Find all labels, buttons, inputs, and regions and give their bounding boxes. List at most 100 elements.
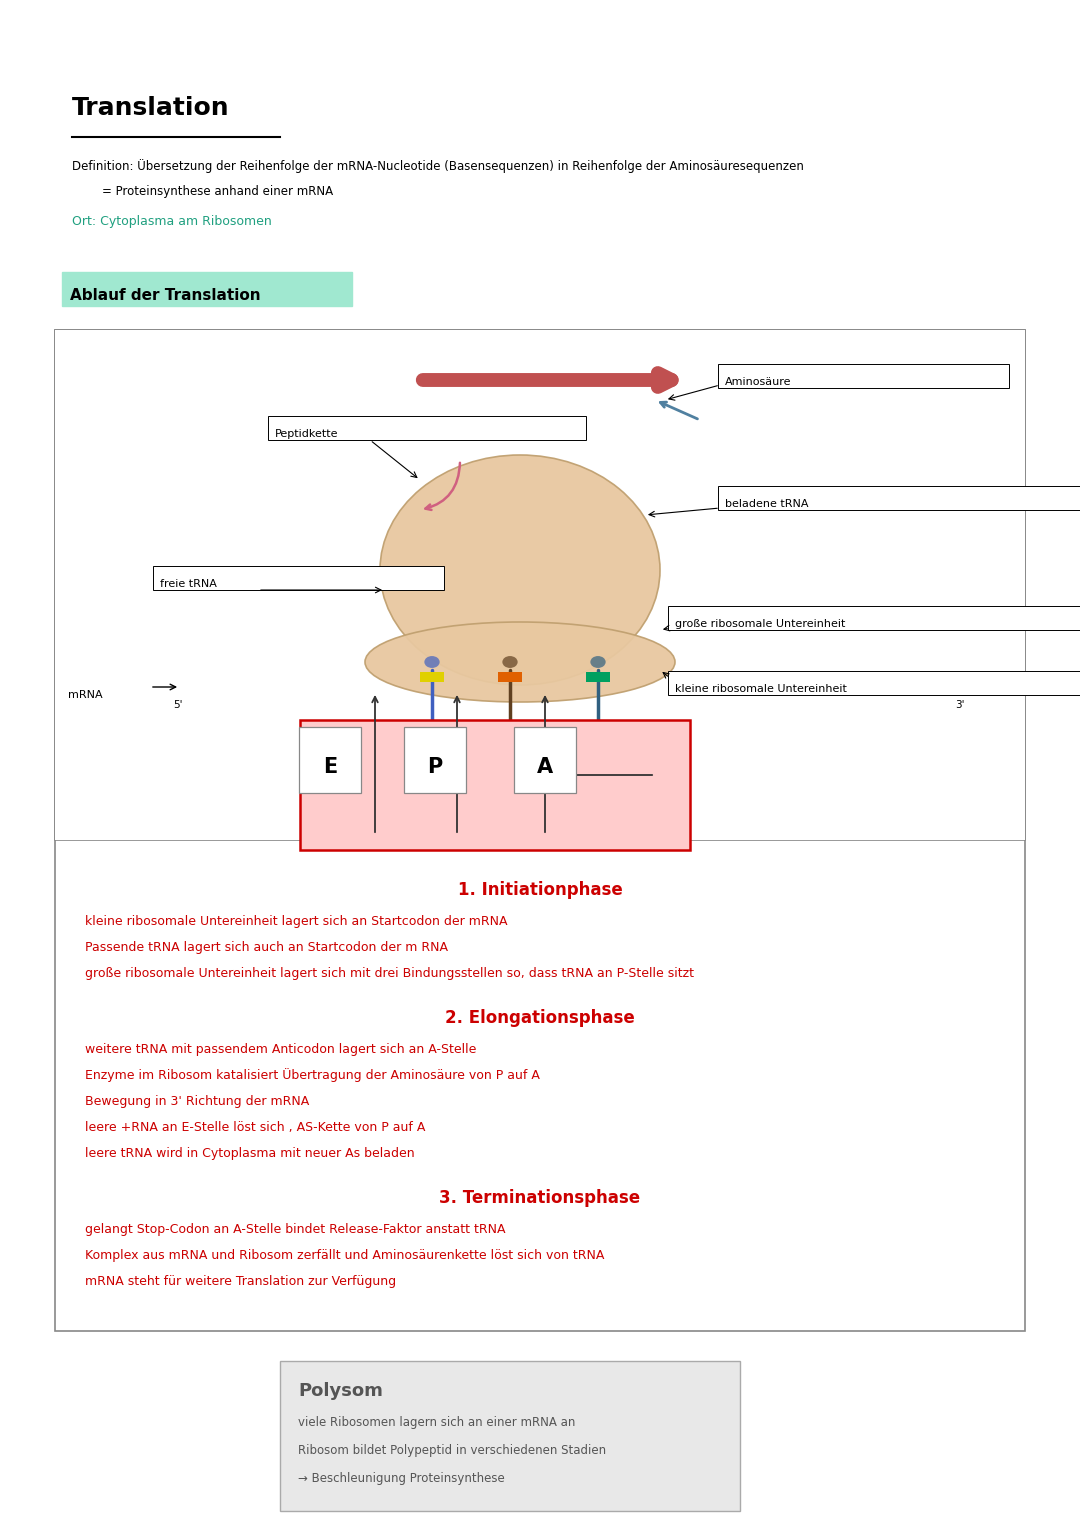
Bar (953, 670, 961, 690)
Bar (543, 670, 551, 690)
Bar (762, 670, 771, 690)
Bar (264, 670, 271, 690)
Text: leere tRNA wird in Cytoplasma mit neuer As beladen: leere tRNA wird in Cytoplasma mit neuer … (85, 1147, 415, 1161)
Text: 3': 3' (955, 699, 964, 710)
Bar (353, 670, 361, 690)
Bar (893, 670, 901, 690)
Bar (753, 670, 761, 690)
Bar (783, 670, 791, 690)
Text: Bewegung in 3' Richtung der mRNA: Bewegung in 3' Richtung der mRNA (85, 1095, 309, 1109)
Bar (55, 330, 1025, 840)
Bar (913, 670, 921, 690)
Bar (923, 670, 931, 690)
Ellipse shape (380, 455, 660, 686)
Circle shape (402, 812, 419, 829)
Bar (243, 670, 251, 690)
Bar (713, 670, 721, 690)
Bar (453, 670, 461, 690)
Bar (553, 670, 561, 690)
Bar (673, 670, 681, 690)
Text: 5': 5' (173, 699, 183, 710)
Bar (363, 670, 372, 690)
Bar (55, 330, 1025, 840)
Text: Peptidkette: Peptidkette (275, 429, 338, 438)
Bar (773, 670, 781, 690)
Bar (503, 670, 511, 690)
Bar (443, 670, 451, 690)
Text: Ort: Cytoplasma am Ribosomen: Ort: Cytoplasma am Ribosomen (72, 215, 272, 228)
Bar (433, 670, 441, 690)
Circle shape (481, 812, 497, 829)
FancyBboxPatch shape (58, 673, 144, 705)
Bar (492, 670, 501, 690)
Bar (643, 670, 651, 690)
Text: Enzyme im Ribosom katalisiert Übertragung der Aminosäure von P auf A: Enzyme im Ribosom katalisiert Übertragun… (85, 1067, 540, 1083)
Text: Ribosom bildet Polypeptid in verschiedenen Stadien: Ribosom bildet Polypeptid in verschieden… (298, 1445, 606, 1457)
Bar (463, 670, 471, 690)
Bar (173, 670, 181, 690)
Text: freie tRNA: freie tRNA (160, 579, 217, 589)
Bar (293, 670, 301, 690)
Bar (743, 670, 751, 690)
Bar (603, 670, 611, 690)
Text: Polysom: Polysom (298, 1382, 383, 1400)
Bar (283, 670, 291, 690)
Bar (683, 670, 691, 690)
Bar (804, 670, 811, 690)
Bar (333, 670, 341, 690)
Text: viele Ribosomen lagern sich an einer mRNA an: viele Ribosomen lagern sich an einer mRN… (298, 1416, 576, 1429)
Text: leere +RNA an E-Stelle löst sich , AS-Kette von P auf A: leere +RNA an E-Stelle löst sich , AS-Ke… (85, 1121, 426, 1135)
Bar (373, 670, 381, 690)
Bar (203, 670, 211, 690)
Text: A: A (537, 757, 553, 777)
Bar (853, 670, 861, 690)
Text: Ablauf der Translation: Ablauf der Translation (70, 289, 260, 302)
FancyBboxPatch shape (718, 363, 1009, 388)
Bar (420, 672, 444, 683)
Bar (873, 670, 881, 690)
FancyBboxPatch shape (514, 727, 576, 793)
Bar (423, 670, 431, 690)
FancyBboxPatch shape (299, 727, 361, 793)
Bar (823, 670, 831, 690)
Bar (483, 670, 491, 690)
Bar (193, 670, 201, 690)
Bar (863, 670, 870, 690)
Bar (343, 670, 351, 690)
FancyBboxPatch shape (268, 415, 586, 440)
FancyBboxPatch shape (404, 727, 465, 793)
Bar (883, 670, 891, 690)
Bar (383, 670, 391, 690)
Text: beladene tRNA: beladene tRNA (725, 499, 809, 508)
Text: Komplex aus mRNA und Ribosom zerfällt und Aminosäurenkette löst sich von tRNA: Komplex aus mRNA und Ribosom zerfällt un… (85, 1249, 605, 1261)
Bar (55, 330, 1025, 1332)
Bar (613, 670, 621, 690)
Bar (623, 670, 631, 690)
Text: kleine ribosomale Untereinheit: kleine ribosomale Untereinheit (675, 684, 847, 693)
Text: Translation: Translation (72, 96, 230, 121)
Bar (413, 670, 421, 690)
FancyBboxPatch shape (718, 486, 1080, 510)
Text: 3. Terminationsphase: 3. Terminationsphase (440, 1190, 640, 1206)
Bar (183, 670, 191, 690)
Ellipse shape (502, 657, 517, 667)
Bar (943, 670, 951, 690)
Bar (498, 672, 522, 683)
Ellipse shape (591, 657, 606, 667)
Bar (213, 670, 221, 690)
Text: weitere tRNA mit passendem Anticodon lagert sich an A-Stelle: weitere tRNA mit passendem Anticodon lag… (85, 1043, 476, 1057)
Ellipse shape (365, 621, 675, 702)
Bar (733, 670, 741, 690)
Bar (723, 670, 731, 690)
Text: kleine ribosomale Untereinheit lagert sich an Startcodon der mRNA: kleine ribosomale Untereinheit lagert si… (85, 915, 508, 928)
Bar (793, 670, 801, 690)
Text: = Proteinsynthese anhand einer mRNA: = Proteinsynthese anhand einer mRNA (72, 185, 333, 199)
Bar (633, 670, 642, 690)
Bar (393, 670, 401, 690)
Text: große ribosomale Untereinheit lagert sich mit drei Bindungsstellen so, dass tRNA: große ribosomale Untereinheit lagert sic… (85, 967, 694, 980)
Bar (813, 670, 821, 690)
Text: → Beschleunigung Proteinsynthese: → Beschleunigung Proteinsynthese (298, 1472, 504, 1484)
Bar (663, 670, 671, 690)
FancyBboxPatch shape (62, 272, 352, 305)
Bar (573, 670, 581, 690)
